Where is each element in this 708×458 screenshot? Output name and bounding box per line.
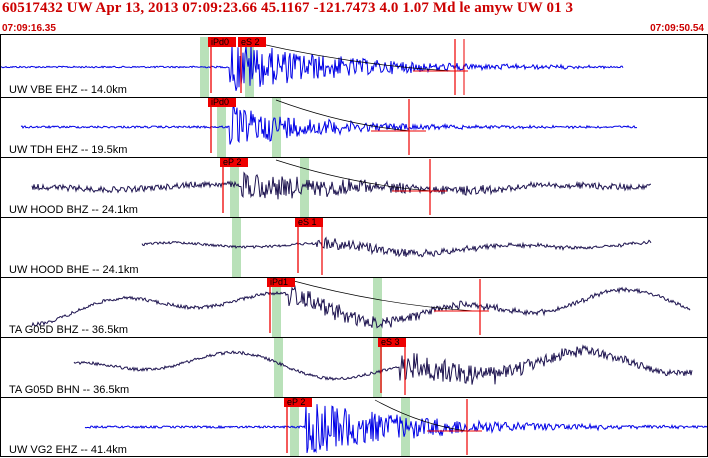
pick-label-1-1: iPd0 xyxy=(211,37,229,47)
pick-label-6-1: eS 3 xyxy=(381,337,400,347)
channel-label-1: UW VBE EHZ -- 14.0km xyxy=(9,84,127,96)
channel-label-5: TA G05D BHZ -- 36.5km xyxy=(9,324,128,336)
pick-label-2-1: iPd0 xyxy=(211,97,229,107)
channel-label-7: UW VG2 EHZ -- 41.4km xyxy=(9,444,127,456)
pick-label-7-1: eP 2 xyxy=(287,397,305,407)
time-end-label: 07:09:50.54 xyxy=(650,23,704,34)
pick-flag-1-2 xyxy=(238,37,266,47)
waveform-trace-5 xyxy=(31,284,691,329)
channel-label-3: UW HOOD BHZ -- 24.1km xyxy=(9,204,138,216)
pick-flag-7-1 xyxy=(284,397,312,407)
pick-flag-2-1 xyxy=(208,97,236,107)
travel-time-curve-2 xyxy=(275,99,412,132)
time-start-label: 07:09:16.35 xyxy=(2,23,56,34)
pick-window-3-2 xyxy=(300,157,309,217)
event-title: 60517432 UW Apr 13, 2013 07:09:23.66 45.… xyxy=(2,0,574,16)
waveform-trace-1 xyxy=(0,44,624,91)
waveform-trace-6 xyxy=(73,344,693,385)
travel-time-curve-5 xyxy=(289,279,475,312)
pick-label-5-1: iPd1 xyxy=(270,277,288,287)
pick-label-1-2: eS 2 xyxy=(241,37,260,47)
travel-time-curve-3 xyxy=(275,159,433,192)
pick-window-5-2 xyxy=(373,277,382,337)
channel-label-4: UW HOOD BHE -- 24.1km xyxy=(9,264,139,276)
pick-flag-5-1 xyxy=(267,277,295,287)
pick-window-6-2 xyxy=(373,337,382,397)
pick-flag-3-1 xyxy=(220,157,248,167)
channel-label-6: TA G05D BHN -- 36.5km xyxy=(9,384,129,396)
pick-window-3-1 xyxy=(230,157,239,217)
travel-time-curve-7 xyxy=(374,399,468,432)
pick-label-4-1: eS 1 xyxy=(298,217,317,227)
pick-label-3-1: eP 2 xyxy=(223,157,241,167)
pick-window-5-1 xyxy=(272,277,281,337)
pick-window-6-1 xyxy=(274,337,283,397)
pick-flag-1-1 xyxy=(208,37,236,47)
travel-time-curve-1 xyxy=(243,39,454,72)
waveform-trace-2 xyxy=(20,106,638,145)
waveform-trace-3 xyxy=(31,171,651,200)
pick-flag-4-1 xyxy=(295,217,323,227)
pick-flag-6-1 xyxy=(378,337,406,347)
waveform-trace-4 xyxy=(141,236,652,258)
waveform-trace-7 xyxy=(84,404,708,454)
channel-label-2: UW TDH EHZ -- 19.5km xyxy=(9,144,127,156)
